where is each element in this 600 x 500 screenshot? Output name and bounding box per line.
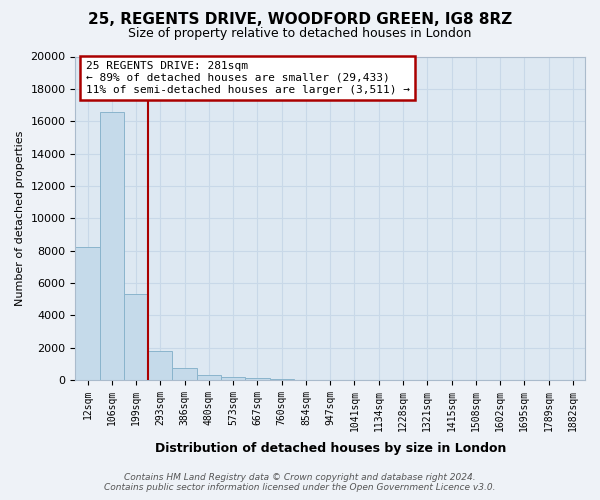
Bar bbox=[221, 377, 245, 380]
Bar bbox=[269, 379, 294, 380]
Y-axis label: Number of detached properties: Number of detached properties bbox=[15, 130, 25, 306]
Bar bbox=[148, 351, 172, 380]
Text: Contains HM Land Registry data © Crown copyright and database right 2024.
Contai: Contains HM Land Registry data © Crown c… bbox=[104, 473, 496, 492]
Text: Size of property relative to detached houses in London: Size of property relative to detached ho… bbox=[128, 28, 472, 40]
Bar bbox=[124, 294, 148, 380]
Text: 25, REGENTS DRIVE, WOODFORD GREEN, IG8 8RZ: 25, REGENTS DRIVE, WOODFORD GREEN, IG8 8… bbox=[88, 12, 512, 28]
Bar bbox=[100, 112, 124, 380]
Bar bbox=[197, 375, 221, 380]
Text: 25 REGENTS DRIVE: 281sqm
← 89% of detached houses are smaller (29,433)
11% of se: 25 REGENTS DRIVE: 281sqm ← 89% of detach… bbox=[86, 62, 410, 94]
Bar bbox=[245, 378, 269, 380]
Bar bbox=[76, 248, 100, 380]
X-axis label: Distribution of detached houses by size in London: Distribution of detached houses by size … bbox=[155, 442, 506, 455]
Bar bbox=[172, 368, 197, 380]
